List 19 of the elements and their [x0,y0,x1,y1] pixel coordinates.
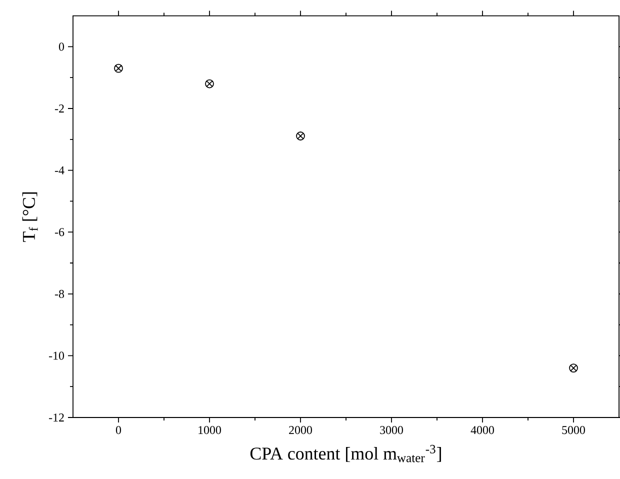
y-tick-label: -6 [54,228,64,236]
y-tick-label: -10 [48,352,64,360]
point [296,132,305,140]
x-tick-label: 3000 [380,426,403,434]
y-axis-title: T$_{f}$ [°C] [22,192,38,242]
x-tick-label: 4000 [470,426,494,434]
x-tick-label: 1000 [198,426,221,434]
y-tick-label: -4 [54,166,64,174]
y-tick-label: -8 [54,290,64,298]
x-tick-label: 5000 [562,426,585,434]
x-axis-title: CPA content [mol m$_{water}$$^{-3}$] [250,444,441,462]
y-tick-label: -12 [48,414,64,422]
point [114,64,123,73]
x-tick-label: 2000 [289,426,312,434]
point [205,79,214,88]
y-tick-label: 0 [58,42,64,51]
x-tick-label: 0 [116,426,122,434]
y-tick-label: -2 [54,104,64,112]
point [569,364,578,373]
